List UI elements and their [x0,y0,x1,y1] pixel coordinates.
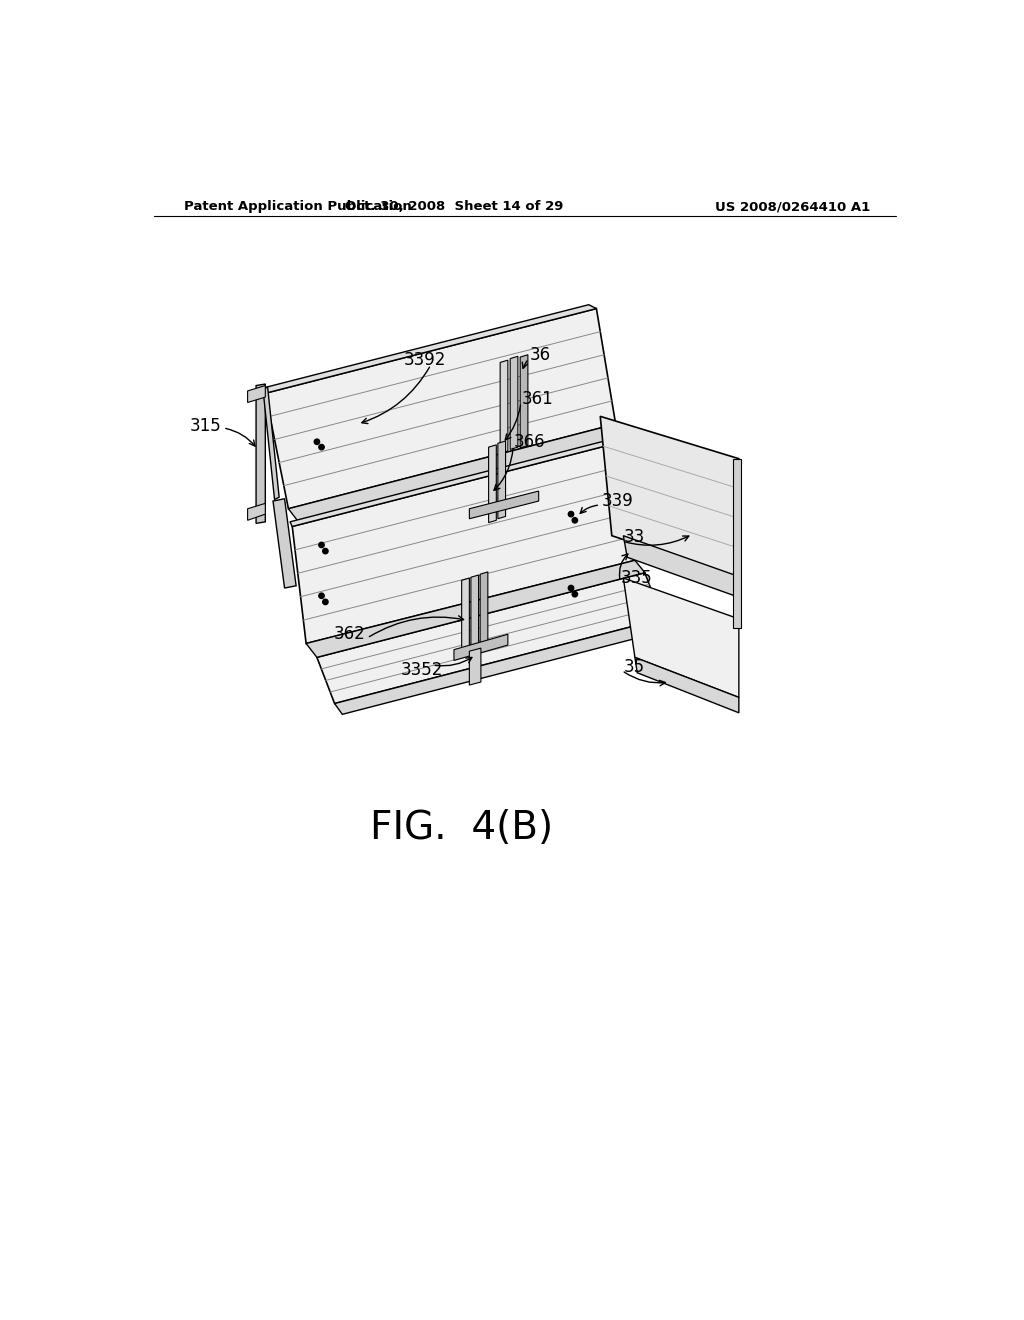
Circle shape [323,548,328,554]
Text: 36: 36 [529,346,551,364]
Text: 361: 361 [521,389,553,408]
Polygon shape [635,657,739,713]
Text: 362: 362 [334,626,366,643]
Polygon shape [248,503,265,520]
Circle shape [318,445,325,450]
Polygon shape [290,437,622,527]
Circle shape [568,585,573,591]
Polygon shape [469,648,481,685]
Circle shape [572,517,578,523]
Polygon shape [520,355,528,447]
Polygon shape [624,536,739,598]
Polygon shape [316,573,662,704]
Text: 35: 35 [624,657,644,676]
Polygon shape [258,305,596,393]
Text: FIG.  4(B): FIG. 4(B) [370,809,553,847]
Polygon shape [289,424,626,521]
Polygon shape [510,356,518,449]
Polygon shape [263,387,280,499]
Polygon shape [624,578,739,697]
Text: 3352: 3352 [400,661,442,680]
Circle shape [318,593,325,598]
Polygon shape [471,576,478,655]
Polygon shape [600,416,739,578]
Polygon shape [462,578,469,657]
Text: 33: 33 [624,528,645,546]
Polygon shape [256,384,265,524]
Circle shape [318,543,325,548]
Polygon shape [306,561,645,657]
Polygon shape [488,445,497,523]
Text: US 2008/0264410 A1: US 2008/0264410 A1 [715,201,869,214]
Text: 3392: 3392 [403,351,446,370]
Circle shape [568,511,573,517]
Polygon shape [265,309,615,508]
Text: Oct. 30, 2008  Sheet 14 of 29: Oct. 30, 2008 Sheet 14 of 29 [345,201,563,214]
Polygon shape [292,442,635,644]
Polygon shape [454,635,508,660]
Circle shape [314,440,319,445]
Circle shape [572,591,578,597]
Text: 339: 339 [602,492,634,510]
Circle shape [323,599,328,605]
Polygon shape [498,441,506,519]
Polygon shape [733,459,741,628]
Polygon shape [273,499,296,589]
Polygon shape [469,491,539,519]
Polygon shape [335,619,670,714]
Polygon shape [248,385,265,403]
Text: 315: 315 [189,417,221,436]
Text: 335: 335 [621,569,653,587]
Polygon shape [480,572,487,652]
Polygon shape [500,360,508,453]
Text: Patent Application Publication: Patent Application Publication [184,201,413,214]
Text: 366: 366 [514,433,546,450]
